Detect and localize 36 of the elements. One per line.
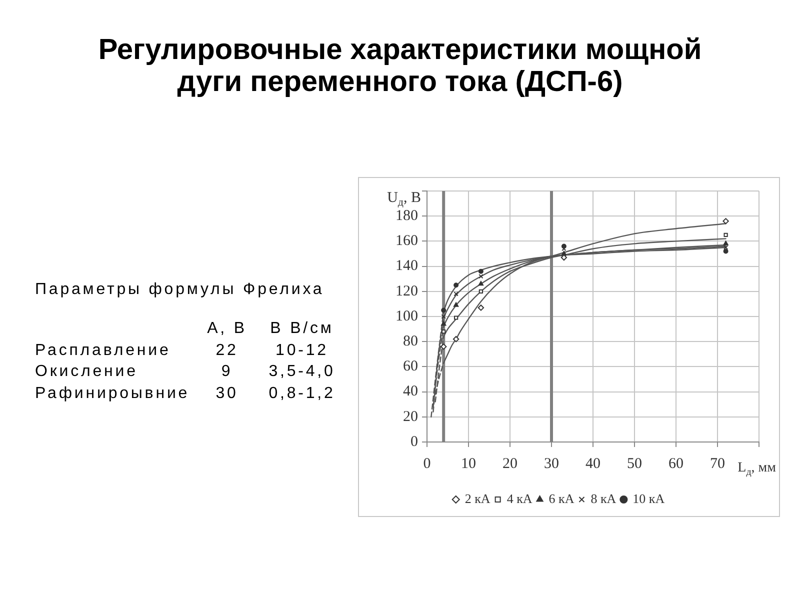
- y-tick-label: 0: [410, 434, 418, 450]
- x-tick-label: 20: [502, 456, 518, 472]
- x-tick-label: 10: [461, 456, 476, 472]
- y-tick-label: 60: [403, 358, 418, 375]
- legend-label: 4 кА: [506, 490, 533, 506]
- text: Рафинироывние: [35, 385, 190, 404]
- x-tick-label: 40: [586, 456, 600, 472]
- x-tick-label: 50: [627, 456, 642, 472]
- y-tick-label: 120: [396, 283, 418, 300]
- x-tick-label: 60: [668, 456, 684, 472]
- x-tick-label: 70: [710, 456, 725, 472]
- text: A, В: [207, 320, 247, 337]
- chart-title: Регулировочные характеристики мощной дуги переменного тока (ДСП-6): [97, 34, 703, 98]
- legend-label: 10 кА: [632, 490, 666, 506]
- text: 3,5-4,0: [268, 363, 336, 382]
- text: 0,8-1,2: [268, 385, 336, 404]
- text: 9: [221, 363, 233, 380]
- y-tick-label: 160: [396, 233, 418, 250]
- y-tick-label: 20: [403, 408, 418, 425]
- y-tick-label: 80: [403, 334, 418, 350]
- y-tick-label: 140: [396, 258, 418, 274]
- y-tick-label: 180: [396, 208, 418, 224]
- text: Расплавление: [35, 342, 171, 360]
- y-tick-label: 100: [396, 308, 418, 324]
- x-tick-label: 30: [544, 456, 559, 472]
- legend-label: 8 кА: [590, 490, 617, 506]
- text: 22: [216, 342, 238, 359]
- text: 10-12: [274, 342, 330, 360]
- legend-label: 2 кА: [464, 490, 491, 506]
- text: Окисление: [35, 363, 138, 382]
- text: Параметры формулы Фрелиха: [35, 281, 324, 299]
- legend-label: 6 кА: [548, 490, 575, 506]
- text: 30: [216, 385, 238, 402]
- text: B В/см: [270, 320, 334, 337]
- y-tick-label: 40: [403, 384, 418, 400]
- x-tick-label: 0: [423, 456, 431, 472]
